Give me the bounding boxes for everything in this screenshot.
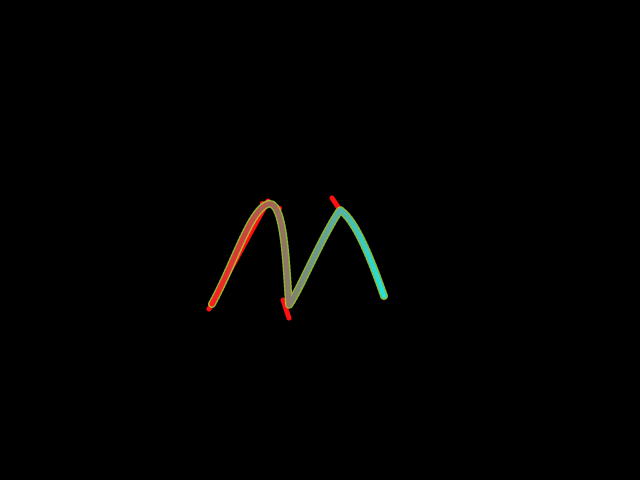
m-curve: [209, 201, 387, 308]
red-stroke-bottom: [280, 297, 292, 321]
